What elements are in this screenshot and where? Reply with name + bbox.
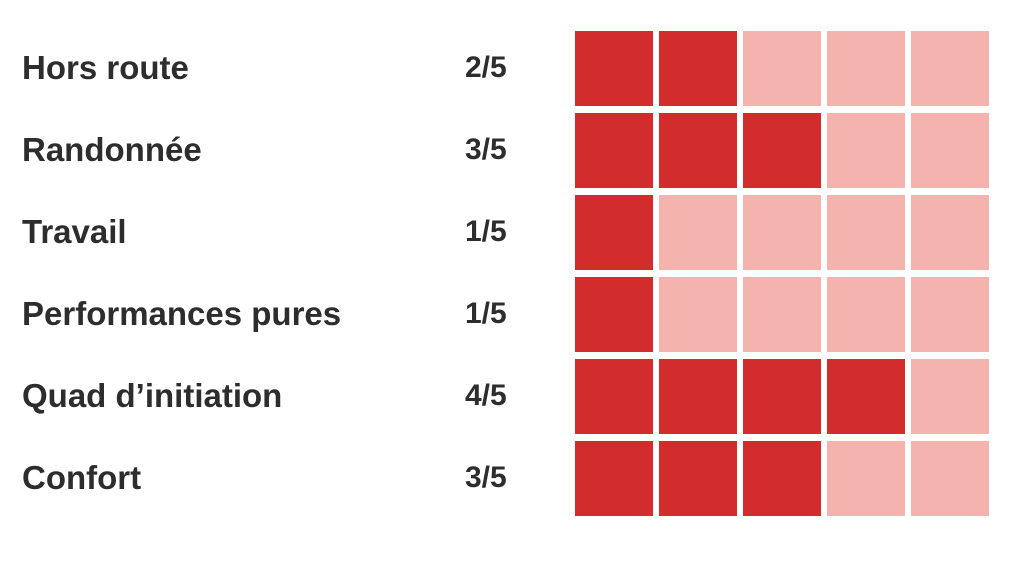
category-label: Randonnée [22, 131, 202, 168]
rating-cell-filled [575, 276, 653, 352]
rating-cell-filled [743, 440, 821, 516]
rating-cell-empty [911, 194, 989, 270]
rating-row-performances-pures: Performances pures 1/5 [0, 273, 1024, 355]
rating-cell-filled [659, 112, 737, 188]
category-label: Hors route [22, 49, 189, 86]
rating-cell-filled [575, 112, 653, 188]
score-value: 1/5 [465, 215, 507, 248]
rating-row-travail: Travail 1/5 [0, 191, 1024, 273]
rating-cell-empty [827, 276, 905, 352]
rating-cell-empty [911, 358, 989, 434]
rating-cell-filled [659, 30, 737, 106]
rating-cell-filled [575, 30, 653, 106]
score-value: 4/5 [465, 379, 507, 412]
rating-cell-empty [911, 276, 989, 352]
score-value: 2/5 [465, 51, 507, 84]
score-value: 3/5 [465, 133, 507, 166]
rating-cell-filled [575, 358, 653, 434]
rating-cell-empty [659, 276, 737, 352]
rating-row-hors-route: Hors route 2/5 [0, 27, 1024, 109]
rating-cell-empty [659, 194, 737, 270]
rating-cells [575, 358, 989, 434]
rating-cell-empty [743, 30, 821, 106]
rating-cells [575, 276, 989, 352]
rating-cell-filled [659, 440, 737, 516]
rating-cell-empty [827, 112, 905, 188]
rating-cell-empty [827, 194, 905, 270]
rating-cell-filled [575, 194, 653, 270]
rating-cell-filled [743, 358, 821, 434]
rating-cell-filled [575, 440, 653, 516]
rating-cells [575, 440, 989, 516]
category-label: Travail [22, 213, 127, 250]
rating-row-confort: Confort 3/5 [0, 437, 1024, 519]
rating-cells [575, 194, 989, 270]
rating-cell-filled [743, 112, 821, 188]
rating-cell-empty [827, 440, 905, 516]
rating-cell-filled [659, 358, 737, 434]
rating-cell-empty [743, 276, 821, 352]
rating-cell-empty [743, 194, 821, 270]
rating-cells [575, 112, 989, 188]
category-label: Performances pures [22, 295, 342, 332]
rating-cell-empty [911, 30, 989, 106]
rating-row-randonnee: Randonnée 3/5 [0, 109, 1024, 191]
score-value: 1/5 [465, 297, 507, 330]
rating-row-quad-initiation: Quad d’initiation 4/5 [0, 355, 1024, 437]
rating-cell-empty [827, 30, 905, 106]
rating-cell-filled [827, 358, 905, 434]
rating-cell-empty [911, 440, 989, 516]
category-label: Confort [22, 459, 142, 496]
rating-cells [575, 30, 989, 106]
score-value: 3/5 [465, 461, 507, 494]
category-label: Quad d’initiation [22, 377, 283, 414]
rating-cell-empty [911, 112, 989, 188]
